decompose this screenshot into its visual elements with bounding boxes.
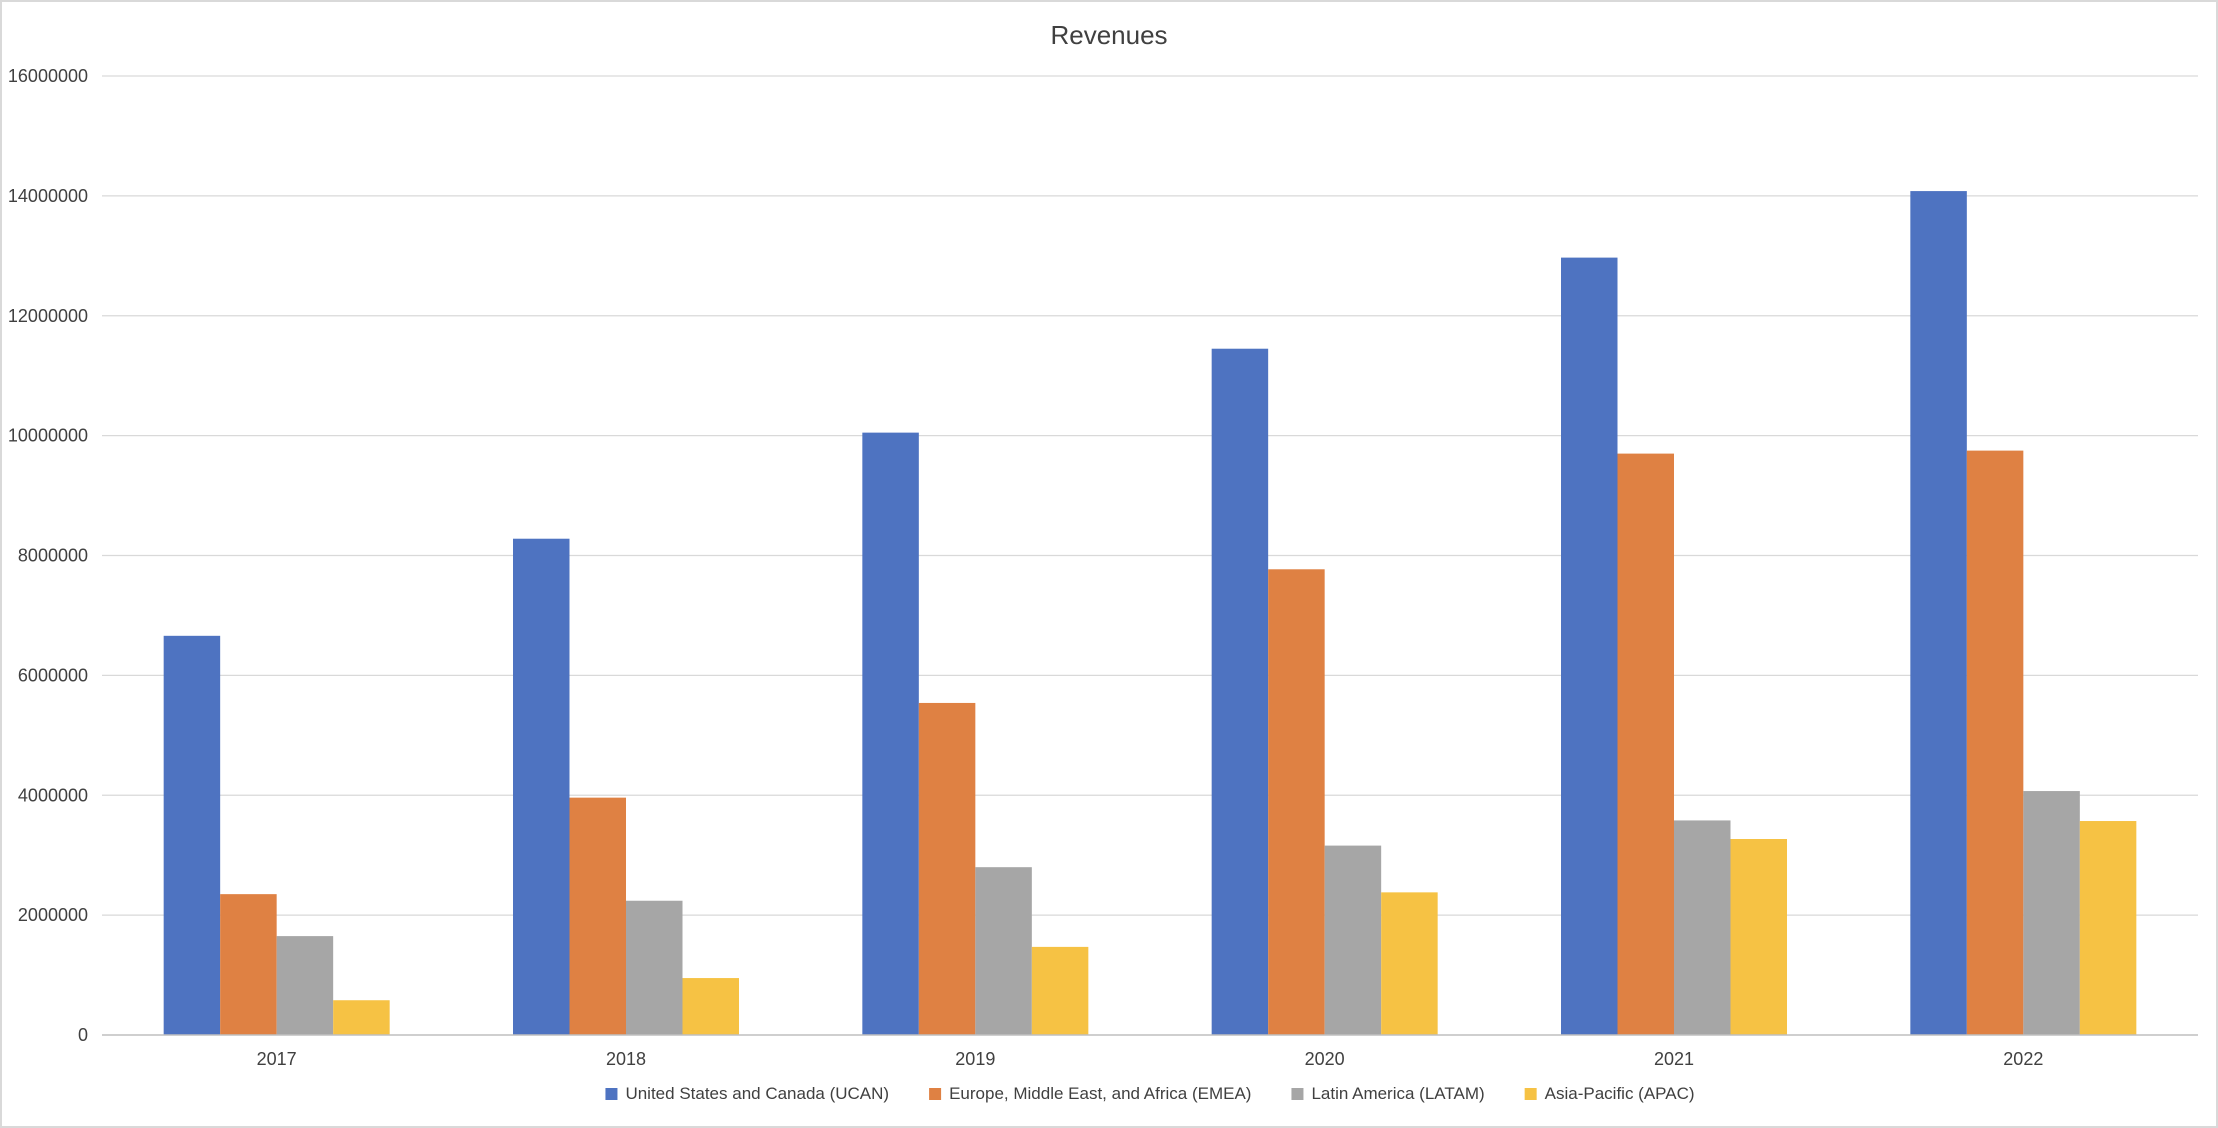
bar — [682, 978, 739, 1035]
legend-item: United States and Canada (UCAN) — [605, 1084, 889, 1103]
legend-swatch — [929, 1088, 942, 1100]
x-tick-label: 2017 — [257, 1049, 297, 1069]
x-tick-label: 2020 — [1305, 1049, 1345, 1069]
legend-label: United States and Canada (UCAN) — [625, 1084, 889, 1103]
bar — [1561, 257, 1618, 1036]
y-tick-label: 10000000 — [8, 426, 88, 446]
bar — [1674, 820, 1731, 1035]
bar — [626, 900, 683, 1035]
legend-item: Europe, Middle East, and Africa (EMEA) — [929, 1084, 1251, 1103]
legend-item: Latin America (LATAM) — [1291, 1084, 1485, 1103]
bar — [1381, 892, 1438, 1035]
y-tick-label: 2000000 — [18, 905, 88, 925]
legend-label: Europe, Middle East, and Africa (EMEA) — [949, 1084, 1251, 1103]
x-tick-label: 2022 — [2003, 1049, 2043, 1069]
bar — [862, 432, 919, 1035]
legend-item: Asia-Pacific (APAC) — [1524, 1084, 1695, 1103]
legend-swatch — [1291, 1088, 1304, 1100]
bar — [163, 635, 221, 1035]
bar — [1730, 839, 1787, 1035]
y-tick-label: 14000000 — [8, 186, 88, 206]
legend-swatch — [605, 1088, 618, 1100]
bar — [1031, 946, 1089, 1035]
bar — [333, 1000, 390, 1035]
x-tick-label: 2019 — [955, 1049, 995, 1069]
bar — [1324, 845, 1382, 1035]
bar — [220, 894, 277, 1035]
x-axis-tick-labels: 2017 2018 2019 2020 2021 2022 — [257, 1049, 2044, 1069]
y-axis-tick-labels: 0 2000000 4000000 6000000 8000000 10000000 120… — [8, 66, 88, 1045]
bar — [918, 702, 976, 1035]
legend-label: Latin America (LATAM) — [1311, 1084, 1484, 1103]
bar — [2023, 791, 2080, 1035]
bar — [1617, 453, 1674, 1035]
legend: United States and Canada (UCAN) Europe, M… — [605, 1084, 1695, 1103]
bars — [163, 191, 2137, 1036]
legend-swatch — [1524, 1088, 1537, 1100]
x-tick-label: 2021 — [1654, 1049, 1694, 1069]
legend-label: Asia-Pacific (APAC) — [1545, 1084, 1695, 1103]
chart-title: Revenues — [1050, 20, 1167, 50]
bar — [1268, 569, 1325, 1035]
bar — [569, 797, 626, 1035]
y-tick-label: 4000000 — [18, 785, 88, 805]
bar — [975, 867, 1032, 1035]
bar — [1211, 348, 1269, 1035]
y-tick-label: 12000000 — [8, 306, 88, 326]
y-tick-label: 16000000 — [8, 66, 88, 86]
bar — [513, 538, 570, 1035]
gridlines — [102, 75, 2198, 916]
bar — [1966, 450, 2024, 1035]
y-tick-label: 6000000 — [18, 665, 88, 685]
bar — [1910, 191, 1967, 1035]
bar — [276, 936, 334, 1035]
x-tick-label: 2018 — [606, 1049, 646, 1069]
y-tick-label: 8000000 — [18, 546, 88, 566]
bar — [2079, 821, 2137, 1035]
y-tick-label: 0 — [78, 1025, 88, 1045]
